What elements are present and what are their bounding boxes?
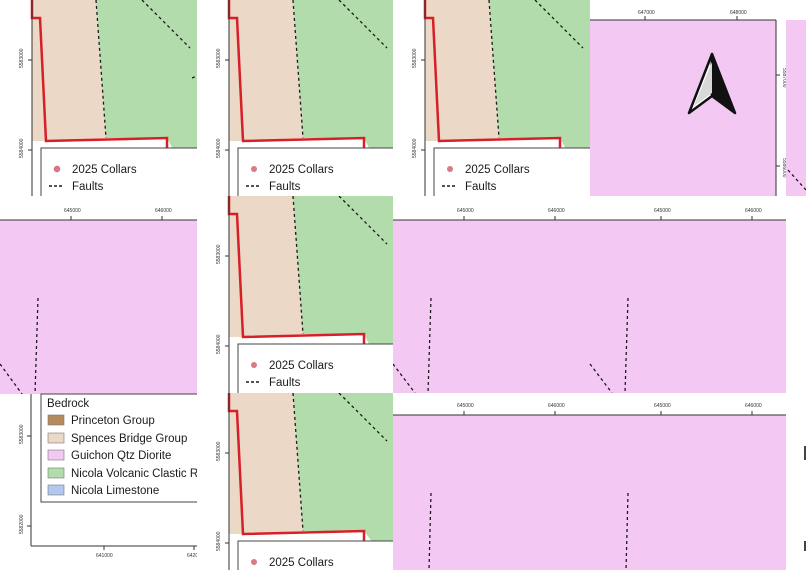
tick-label: 646000: [745, 208, 762, 214]
bedrock-legend-item: Princeton Group: [47, 414, 155, 427]
nicola-limestone-swatch: [47, 484, 65, 496]
tick-label: 5587000: [781, 68, 787, 88]
tick-label: 648000: [730, 10, 747, 16]
tick-label: 5583000: [19, 48, 25, 68]
tick-label: 5583000: [216, 244, 222, 264]
bedrock-legend-label: Guichon Qtz Diorite: [71, 450, 171, 462]
map-tile-legend-copy: 5583000 5584000 2025 Collars Faults: [393, 0, 590, 196]
tick-label: 5584000: [216, 334, 222, 354]
tick-label: 645000: [457, 208, 474, 214]
spences-bridge-swatch: [47, 432, 65, 444]
legend-collars-label: 2025 Collars: [269, 164, 334, 176]
legend-faults-label: Faults: [465, 181, 497, 193]
spences-bridge-unit: [32, 0, 106, 141]
bedrock-legend-label: Nicola Volcanic Clastic Ro: [71, 468, 197, 480]
legend-faults-label: Faults: [269, 181, 301, 193]
tick-label: 5583000: [216, 48, 222, 68]
princeton-swatch: [47, 414, 65, 426]
tick-label: 645000: [654, 403, 671, 409]
collar-marker-icon: [447, 166, 453, 172]
nicola-volcanic-unit: [96, 0, 197, 196]
tick-label: 646000: [548, 403, 565, 409]
bedrock-legend-item: Nicola Volcanic Clastic Ro: [47, 467, 197, 480]
collar-marker-icon: [251, 362, 257, 368]
fault-line: [393, 363, 416, 393]
legend-faults-label: Faults: [269, 377, 301, 389]
fault-line: [141, 0, 191, 49]
collar-marker-icon: [251, 559, 257, 565]
fault-line: [0, 363, 23, 395]
collar-marker-icon: [53, 165, 61, 173]
fault-line: [624, 297, 629, 393]
tick-label: 645000: [64, 208, 81, 214]
tick-label: 5584000: [19, 138, 25, 158]
fault-line: [95, 0, 107, 139]
map-tile-legend-copy: 5583000 5584000 2025 Collars: [197, 393, 393, 570]
tick-label: 641000: [96, 553, 113, 559]
tick-label: 5584000: [216, 138, 222, 158]
legend-box: [40, 147, 197, 196]
tick-label: 646000: [548, 208, 565, 214]
bedrock-legend-item: Guichon Qtz Diorite: [47, 449, 171, 462]
tick-label: 646000: [745, 403, 762, 409]
bedrock-legend-item: Spences Bridge Group: [47, 432, 187, 445]
legend-collars-label: 2025 Collars: [269, 360, 334, 372]
map-tile-diorite-faults: 645000 646000 645000 646000: [393, 393, 786, 570]
map-tile-north-arrow: 647000 648000 5587000 5586000: [590, 0, 806, 196]
map-tile-legend-copy: 5583000 5584000 2025 Collars Faults: [197, 0, 393, 196]
tick-label: 645000: [457, 403, 474, 409]
tick-label: 5582000: [19, 514, 25, 534]
bedrock-legend-label: Spences Bridge Group: [71, 433, 187, 445]
legend-collars-label: 2025 Collars: [72, 164, 137, 176]
tick-label: 646000: [155, 208, 172, 214]
tick-label: 647000: [638, 10, 655, 16]
tick-label: 642000: [187, 553, 197, 559]
bedrock-legend-label: Princeton Group: [71, 415, 155, 427]
north-arrow-icon: [687, 52, 737, 115]
tick-label: 5583000: [19, 424, 25, 444]
tick-label: 5584000: [412, 138, 418, 158]
guichon-swatch: [47, 449, 65, 461]
fault-line: [428, 492, 432, 570]
tick-label: 5583000: [412, 48, 418, 68]
tick-label: 645000: [654, 208, 671, 214]
tick-label: 5586000: [781, 158, 787, 178]
tick-label: 5584000: [216, 531, 222, 551]
map-tile-legend-copy: 5583000 5584000 2025 Collars Faults: [197, 196, 393, 393]
map-tile-edge: [786, 196, 806, 570]
fault-line: [589, 363, 613, 393]
nicola-volcanic-swatch: [47, 467, 65, 479]
map-tile-diorite-faults: 645000 646000 645000 646000: [393, 196, 786, 393]
fault-line: [427, 297, 432, 393]
bedrock-legend-box: [40, 393, 197, 503]
legend-collars-label: 2025 Collars: [269, 557, 334, 569]
bedrock-legend-label: Nicola Limestone: [71, 485, 159, 497]
map-tile-west-bedrock: 645000 646000 5583000 5582000 641000 642…: [0, 196, 197, 570]
legend-collars-label: 2025 Collars: [465, 164, 530, 176]
bedrock-legend-title: Bedrock: [47, 398, 89, 410]
fault-line: [34, 297, 39, 395]
map-tile-west-legend: 5583000 5584000 2025 Collars Faults: [0, 0, 197, 196]
fault-line: [625, 492, 629, 570]
tick-label: 5583000: [216, 441, 222, 461]
bedrock-legend-item: Nicola Limestone: [47, 484, 159, 497]
legend-faults-label: Faults: [72, 181, 104, 193]
collar-marker-icon: [251, 166, 257, 172]
